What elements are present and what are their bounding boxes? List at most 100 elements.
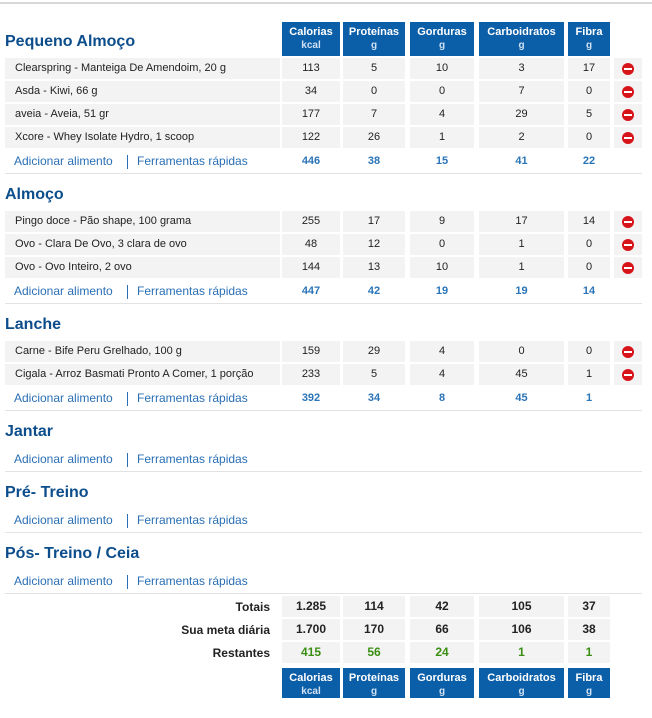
food-name[interactable]: Carne - Bife Peru Grelhado, 100 g: [5, 341, 280, 364]
food-value: 2: [479, 127, 564, 150]
food-value: 14: [568, 211, 610, 234]
top-border: [0, 2, 652, 4]
meal-total: 45: [515, 392, 528, 404]
delete-button[interactable]: [622, 132, 634, 144]
column-title: Carboidratos: [487, 672, 556, 684]
column-title: Calorias: [289, 26, 333, 38]
delete-button[interactable]: [622, 369, 634, 381]
meal-total: 42: [367, 285, 381, 297]
column-unit: kcal: [301, 686, 321, 697]
food-name[interactable]: Ovo - Ovo Inteiro, 2 ovo: [5, 257, 280, 280]
food-name[interactable]: Asda - Kiwi, 66 g: [5, 81, 280, 104]
delete-button[interactable]: [622, 63, 634, 75]
meal-total: 8: [438, 392, 446, 404]
food-name[interactable]: Cigala - Arroz Basmati Pronto A Comer, 1…: [5, 364, 280, 387]
food-value: 29: [343, 341, 405, 364]
food-name[interactable]: Ovo - Clara De Ovo, 3 clara de ovo: [5, 234, 280, 257]
column-title: Gorduras: [417, 26, 467, 38]
food-value: 29: [479, 104, 564, 127]
food-value: 144: [282, 257, 340, 280]
food-value: 122: [282, 127, 340, 150]
delete-button[interactable]: [622, 216, 634, 228]
quick-tools-link[interactable]: Ferramentas rápidas: [137, 452, 248, 466]
food-value: 5: [568, 104, 610, 127]
food-value: 3: [479, 58, 564, 81]
food-value: 233: [282, 364, 340, 387]
meal-title: Lanche: [5, 316, 62, 333]
column-unit: g: [585, 686, 593, 697]
add-food-link[interactable]: Adicionar alimento: [14, 154, 113, 168]
food-name[interactable]: Xcore - Whey Isolate Hydro, 1 scoop: [5, 127, 280, 150]
delete-button[interactable]: [622, 109, 634, 121]
food-value: 4: [410, 104, 474, 127]
food-value: 17: [343, 211, 405, 234]
column-unit: kcal: [301, 40, 321, 51]
food-name[interactable]: Clearspring - Manteiga De Amendoim, 20 g: [5, 58, 280, 81]
quick-tools-link[interactable]: Ferramentas rápidas: [137, 284, 248, 298]
food-value: 17: [568, 58, 610, 81]
delete-button[interactable]: [622, 239, 634, 251]
meal-total: 19: [515, 285, 528, 297]
food-value: 12: [343, 234, 405, 257]
add-food-link[interactable]: Adicionar alimento: [14, 284, 113, 298]
summary-label: Sua meta diária: [181, 623, 270, 637]
quick-tools-link[interactable]: Ferramentas rápidas: [137, 391, 248, 405]
food-value: 0: [568, 257, 610, 280]
column-title: Proteínas: [348, 26, 400, 38]
food-name[interactable]: aveia - Aveia, 51 gr: [5, 104, 280, 127]
food-value: 45: [479, 364, 564, 387]
meal-total: 15: [435, 155, 449, 167]
add-food-link[interactable]: Adicionar alimento: [14, 513, 113, 527]
meal-divider: [5, 593, 642, 594]
summary-label: Totais: [235, 600, 270, 614]
meal-total: 19: [435, 285, 449, 297]
delete-button[interactable]: [622, 262, 634, 274]
add-food-link[interactable]: Adicionar alimento: [14, 391, 113, 405]
food-value: 48: [282, 234, 340, 257]
summary-value: 1.285: [282, 596, 340, 619]
column-unit: g: [370, 40, 378, 51]
food-name[interactable]: Pingo doce - Pão shape, 100 grama: [5, 211, 280, 234]
food-value: 10: [410, 257, 474, 280]
food-value: 7: [479, 81, 564, 104]
link-separator: [127, 285, 128, 299]
summary-value: 24: [410, 642, 474, 665]
meal-total: 34: [367, 392, 381, 404]
summary-value: 42: [410, 596, 474, 619]
food-value: 159: [282, 341, 340, 364]
food-value: 26: [343, 127, 405, 150]
meal-total: 22: [582, 155, 596, 167]
food-value: 255: [282, 211, 340, 234]
quick-tools-link[interactable]: Ferramentas rápidas: [137, 574, 248, 588]
column-header: Fibra g: [568, 668, 610, 698]
food-value: 9: [410, 211, 474, 234]
food-value: 0: [568, 341, 610, 364]
column-header: Fibra g: [568, 22, 610, 56]
meal-total: 38: [367, 155, 381, 167]
delete-button[interactable]: [622, 346, 634, 358]
quick-tools-link[interactable]: Ferramentas rápidas: [137, 513, 248, 527]
summary-value: 114: [343, 596, 405, 619]
food-value: 4: [410, 364, 474, 387]
add-food-link[interactable]: Adicionar alimento: [14, 452, 113, 466]
meal-title: Pré- Treino: [5, 484, 89, 501]
summary-value: 105: [479, 596, 564, 619]
delete-button[interactable]: [622, 86, 634, 98]
food-value: 34: [282, 81, 340, 104]
summary-value: 106: [479, 619, 564, 642]
column-title: Calorias: [289, 672, 333, 684]
food-value: 7: [343, 104, 405, 127]
column-header: Calorias kcal: [282, 22, 340, 56]
column-unit: g: [585, 40, 593, 51]
meal-title: Pós- Treino / Ceia: [5, 545, 140, 562]
meal-total: 447: [301, 285, 321, 297]
column-header: Gorduras g: [410, 22, 474, 56]
add-food-link[interactable]: Adicionar alimento: [14, 574, 113, 588]
summary-value: 1: [568, 642, 610, 665]
food-value: 1: [568, 364, 610, 387]
column-header: Carboidratos g: [479, 22, 564, 56]
meal-divider: [5, 471, 642, 472]
column-header: Carboidratos g: [479, 668, 564, 698]
quick-tools-link[interactable]: Ferramentas rápidas: [137, 154, 248, 168]
